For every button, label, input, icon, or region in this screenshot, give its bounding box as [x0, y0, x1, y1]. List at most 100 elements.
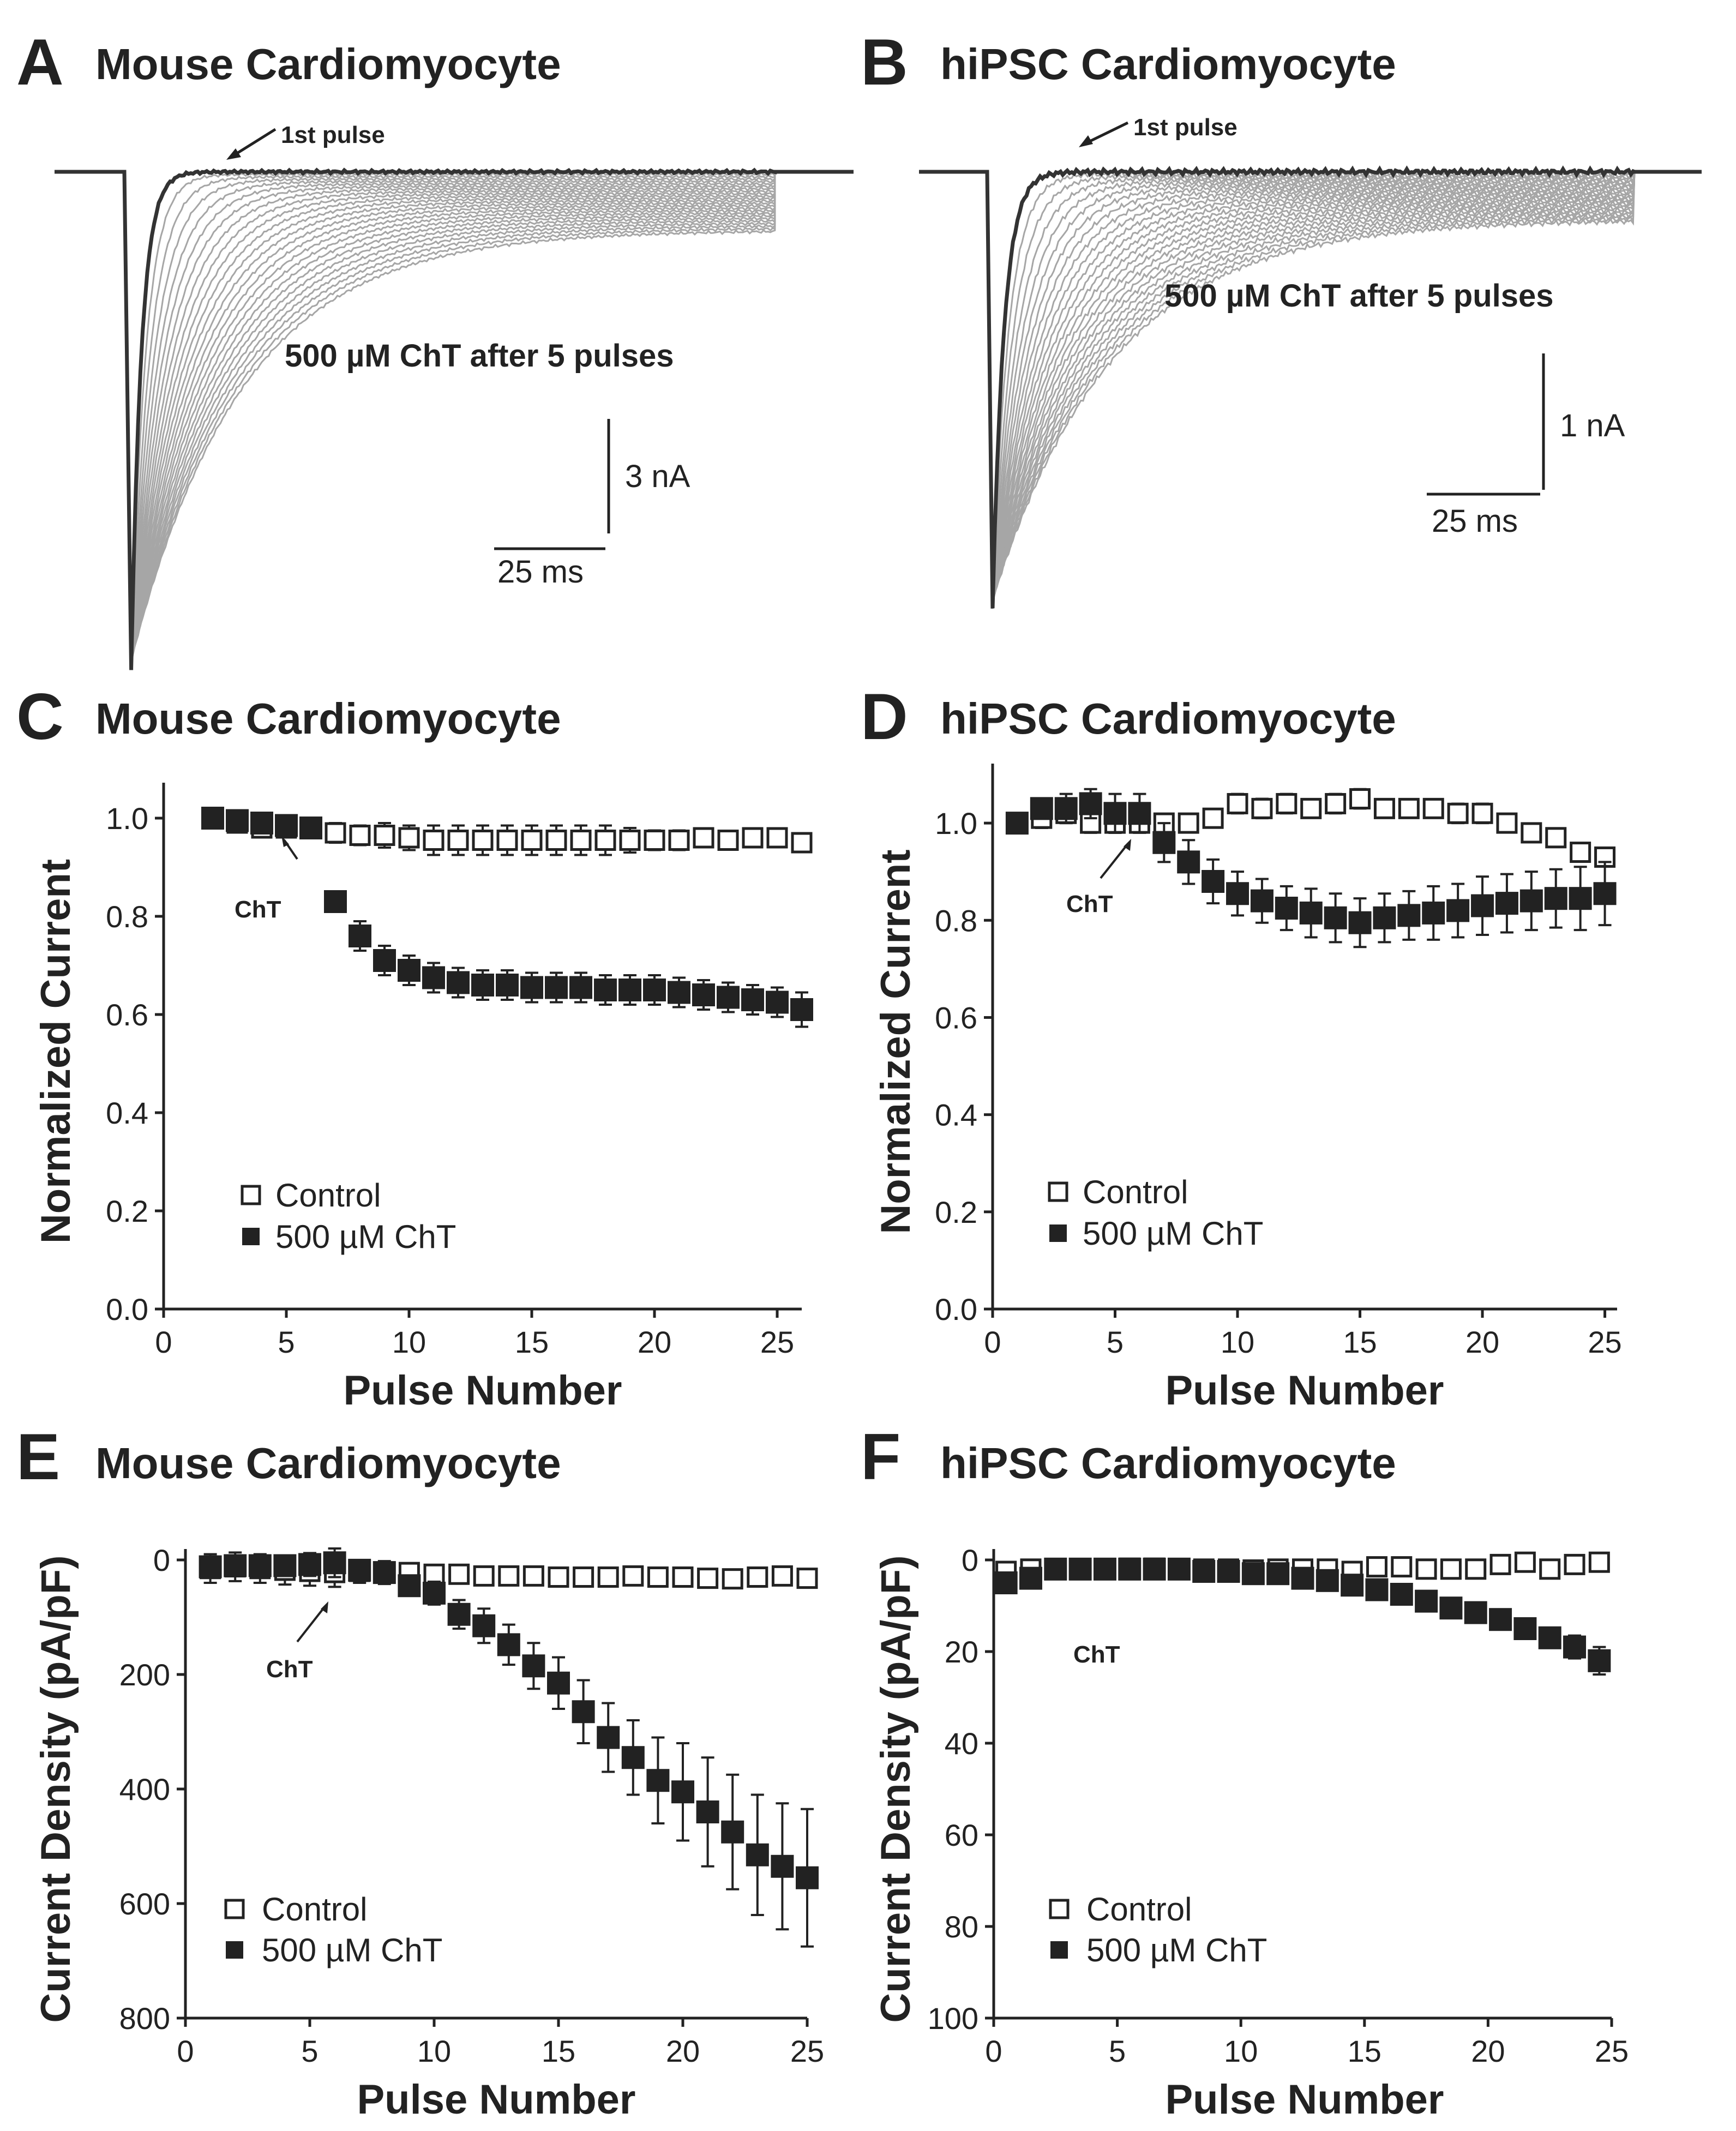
- x-tick-label-c: 0: [155, 1325, 172, 1359]
- point-treatment-d: [1495, 892, 1518, 915]
- point-control-c: [423, 830, 444, 851]
- trace-a: [55, 171, 854, 664]
- trace-a: [55, 171, 854, 669]
- trace-a: [55, 171, 854, 663]
- point-control-d: [1496, 812, 1518, 834]
- point-treatment-e: [721, 1820, 744, 1844]
- point-treatment-c: [790, 998, 813, 1021]
- point-treatment-d: [1593, 882, 1617, 905]
- point-treatment-e: [572, 1700, 595, 1724]
- cht-label-d: ChT: [1066, 891, 1113, 917]
- panel-letter-b: B: [861, 26, 908, 99]
- point-treatment-d: [1054, 797, 1078, 820]
- x-tick-label-f: 5: [1109, 2034, 1126, 2068]
- point-treatment-c: [496, 974, 519, 997]
- y-tick-label-d: 0.8: [935, 903, 977, 938]
- legend-treatment-label-f: 500 µM ChT: [1086, 1932, 1267, 1968]
- y-tick-label-c: 0.0: [106, 1292, 148, 1326]
- cht-arrow-e: [296, 1605, 326, 1643]
- point-treatment-f: [1044, 1557, 1067, 1581]
- cht-label-c: ChT: [235, 896, 281, 923]
- point-treatment-d: [1446, 899, 1470, 922]
- x-tick-label-f: 25: [1595, 2034, 1629, 2068]
- y-tick-label-e: 800: [119, 2001, 170, 2036]
- y-tick-label-f: 40: [945, 1726, 978, 1761]
- panel-e: E Mouse Cardiomyocyte 0 5 10 15 20 25 0 200 400 6…: [16, 1420, 824, 2123]
- point-treatment-e: [796, 1866, 819, 1889]
- point-treatment-c: [373, 949, 396, 972]
- point-treatment-e: [248, 1554, 272, 1577]
- y-axis-label-d: Normalized Current: [873, 849, 919, 1234]
- point-treatment-d: [1005, 812, 1029, 835]
- scale-label-time-a: 25 ms: [497, 554, 584, 590]
- first-pulse-arrowhead-b: [1079, 135, 1093, 147]
- point-treatment-e: [298, 1553, 321, 1576]
- point-treatment-d: [1422, 901, 1445, 925]
- y-tick-label-d: 0.6: [935, 1000, 977, 1035]
- point-treatment-f: [1068, 1557, 1092, 1581]
- x-tick-label-f: 10: [1224, 2034, 1258, 2068]
- point-treatment-c: [447, 971, 470, 994]
- point-treatment-c: [692, 983, 715, 1006]
- legend-control-label-e: Control: [262, 1891, 367, 1928]
- point-control-c: [594, 830, 616, 851]
- first-pulse-arrowhead-a: [226, 148, 241, 160]
- point-treatment-c: [594, 979, 617, 1001]
- panel-c: C Mouse Cardiomyocyte 0 5 10 15 20 25 0.0 0.2 0.…: [16, 680, 813, 1414]
- x-tick-label-d: 25: [1588, 1325, 1621, 1359]
- point-treatment-d: [1128, 802, 1151, 825]
- trace-a: [55, 171, 854, 667]
- scale-label-current-a: 3 nA: [625, 459, 690, 494]
- point-control-d: [1276, 793, 1298, 814]
- point-treatment-e: [398, 1574, 421, 1598]
- point-treatment-c: [569, 976, 592, 999]
- panel-d: D hiPSC Cardiomyocyte 0 5 10 15 20 25 0.0 0.2 0.…: [861, 680, 1622, 1414]
- point-control-e: [672, 1566, 694, 1588]
- x-tick-label-f: 20: [1471, 2034, 1505, 2068]
- point-treatment-d: [1471, 894, 1494, 917]
- legend-treatment-label-d: 500 µM ChT: [1083, 1215, 1263, 1252]
- point-treatment-f: [1192, 1560, 1216, 1583]
- point-treatment-c: [250, 812, 273, 835]
- point-control-f: [1391, 1556, 1413, 1578]
- x-tick-label-e: 0: [177, 2034, 194, 2068]
- point-treatment-f: [1489, 1608, 1512, 1631]
- point-treatment-c: [471, 974, 494, 997]
- panel-letter-a: A: [16, 26, 64, 99]
- point-control-d: [1251, 797, 1273, 819]
- y-tick-label-d: 0.4: [935, 1098, 977, 1132]
- point-control-d: [1227, 793, 1248, 814]
- legend-control-marker-c: [241, 1185, 261, 1205]
- trace-a: [55, 171, 854, 670]
- point-treatment-c: [201, 807, 224, 830]
- point-treatment-e: [348, 1558, 371, 1582]
- point-control-e: [622, 1565, 644, 1587]
- trace-a: [55, 171, 854, 665]
- chart-f: 0 5 10 15 20 25 0 20 40 60 80 100 Pulse Number Curren…: [873, 1543, 1629, 2123]
- legend-control-label-d: Control: [1083, 1174, 1188, 1210]
- point-treatment-f: [1167, 1557, 1191, 1581]
- legend-treatment-marker-e: [226, 1941, 243, 1959]
- point-treatment-c: [766, 991, 789, 1014]
- point-treatment-d: [1519, 889, 1543, 913]
- point-treatment-e: [373, 1561, 396, 1584]
- scale-label-time-b: 25 ms: [1432, 503, 1518, 539]
- y-tick-label-c: 0.8: [106, 899, 148, 934]
- trace-a: [55, 171, 854, 668]
- trace-b: [919, 171, 1702, 601]
- legend-treatment-marker-c: [242, 1228, 260, 1245]
- point-treatment-f: [1563, 1635, 1587, 1659]
- point-treatment-c: [545, 976, 568, 999]
- chart-d: 0 5 10 15 20 25 0.0 0.2 0.4 0.6 0.8 1.0 Pulse Number…: [873, 764, 1622, 1414]
- trace-a: [55, 171, 854, 662]
- panel-b: B hiPSC Cardiomyocyte 1st pulse 500 µM C…: [861, 26, 1702, 609]
- point-control-e: [448, 1563, 470, 1585]
- point-treatment-e: [323, 1551, 346, 1575]
- panel-title-b: hiPSC Cardiomyocyte: [940, 40, 1396, 88]
- cht-label-f: ChT: [1073, 1641, 1120, 1668]
- point-treatment-d: [1348, 911, 1372, 934]
- point-treatment-e: [497, 1633, 520, 1656]
- point-treatment-f: [1291, 1566, 1314, 1590]
- point-treatment-e: [447, 1602, 471, 1626]
- panel-letter-c: C: [16, 680, 64, 753]
